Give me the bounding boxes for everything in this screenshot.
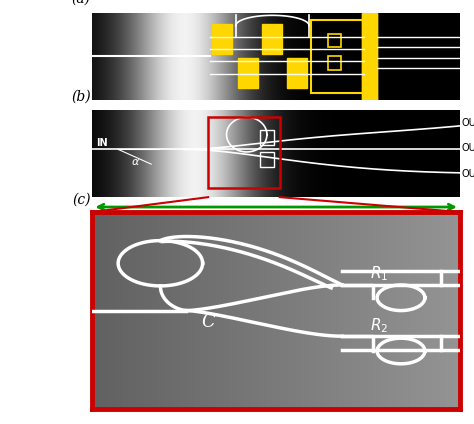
Bar [260, 152, 273, 167]
Bar [262, 24, 283, 54]
Bar [208, 117, 280, 188]
Text: IN: IN [96, 138, 108, 148]
Bar [287, 58, 307, 88]
Bar [363, 13, 377, 100]
Bar [328, 33, 341, 47]
Bar [311, 20, 364, 93]
Text: OUT-3: OUT-3 [462, 169, 474, 179]
Text: (c): (c) [72, 193, 91, 207]
Text: (a): (a) [72, 0, 91, 6]
Text: $R_2$: $R_2$ [370, 316, 388, 335]
Text: OUT-1: OUT-1 [462, 118, 474, 128]
Bar [363, 13, 377, 100]
Text: $R_1$: $R_1$ [370, 264, 388, 283]
Bar [260, 130, 273, 145]
Text: C: C [201, 313, 215, 331]
Bar [328, 56, 341, 70]
Text: 5 mm: 5 mm [255, 212, 298, 226]
Text: $\alpha$: $\alpha$ [131, 157, 140, 167]
Bar [237, 58, 258, 88]
Text: (b): (b) [71, 89, 91, 103]
Bar [212, 24, 232, 54]
Text: OUT-2: OUT-2 [462, 142, 474, 153]
